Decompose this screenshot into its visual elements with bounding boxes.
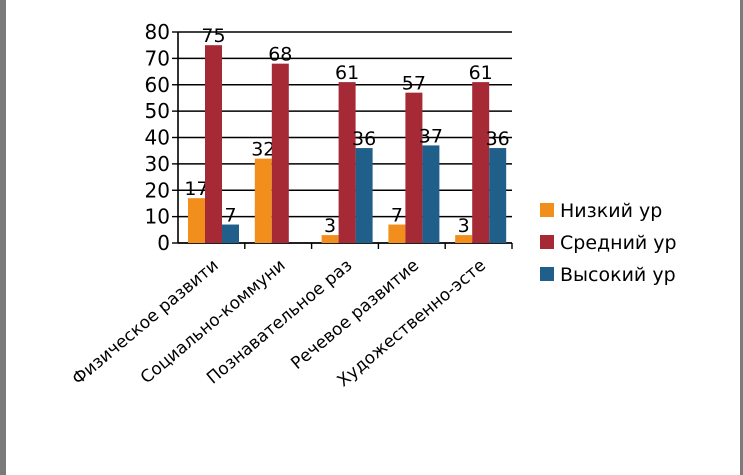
- data-label: 68: [268, 44, 292, 66]
- data-label: 3: [458, 215, 470, 237]
- data-label: 36: [352, 128, 376, 150]
- data-label: 61: [335, 62, 359, 84]
- bar-2-4: [405, 92, 423, 243]
- data-label: 61: [469, 62, 493, 84]
- data-label: 7: [391, 205, 403, 227]
- data-label: 36: [486, 128, 510, 150]
- bar-2-2: [271, 63, 289, 244]
- legend-swatch: [540, 235, 554, 249]
- y-tick-label: 50: [145, 99, 170, 123]
- data-label: 57: [402, 73, 426, 95]
- bar-3-1: [222, 224, 239, 243]
- y-tick-label: 30: [145, 152, 170, 176]
- y-tick-label: 20: [145, 178, 170, 202]
- top-edge: [0, 0, 743, 5]
- bar-1-3: [321, 235, 339, 243]
- bar-3-4: [422, 145, 440, 243]
- legend-label: Средний ур: [560, 232, 677, 254]
- y-tick-label: 40: [145, 126, 170, 150]
- y-tick-label: 60: [145, 73, 170, 97]
- y-tick-label: 70: [145, 46, 170, 70]
- right-border: [740, 0, 743, 475]
- y-tick-label: 10: [145, 205, 170, 229]
- data-label: 7: [224, 205, 236, 227]
- y-tick-label: 0: [157, 231, 170, 255]
- data-label: 32: [251, 139, 275, 161]
- left-border: [0, 0, 6, 475]
- bar-3-3: [355, 148, 373, 243]
- bar-3-5: [489, 148, 507, 243]
- y-tick-label: 80: [145, 20, 170, 44]
- legend-label: Высокий ур: [560, 264, 676, 286]
- category-label: Речевое развитие: [287, 256, 423, 374]
- bar-1-4: [388, 224, 406, 243]
- bar-1-1: [188, 198, 205, 243]
- bar-2-5: [472, 82, 490, 243]
- data-label: 37: [419, 125, 443, 147]
- bar-1-2: [254, 158, 272, 243]
- data-label: 75: [201, 25, 225, 47]
- legend-swatch: [540, 203, 554, 217]
- data-label: 17: [184, 178, 208, 200]
- bar-2-1: [205, 45, 222, 243]
- data-label: 3: [324, 215, 336, 237]
- bar-1-5: [455, 235, 473, 243]
- legend-swatch: [540, 267, 554, 281]
- bar-2-3: [338, 82, 356, 243]
- legend-label: Низкий ур: [560, 200, 662, 222]
